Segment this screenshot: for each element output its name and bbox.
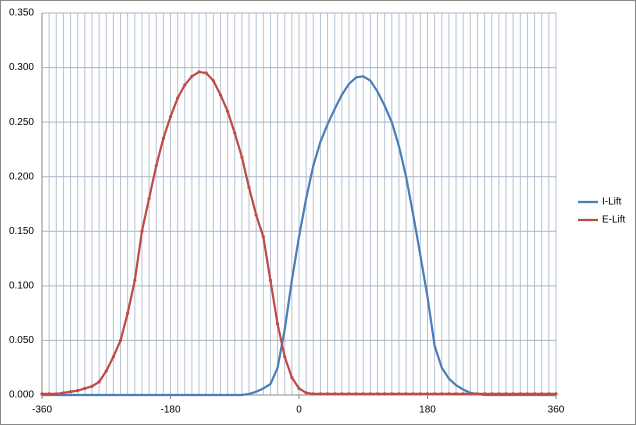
point-marker: [468, 392, 472, 396]
point-marker: [361, 392, 365, 396]
point-marker: [183, 83, 187, 87]
point-marker: [268, 278, 273, 282]
point-marker: [318, 392, 323, 396]
point-marker: [168, 115, 173, 119]
point-marker: [111, 355, 115, 359]
point-marker: [275, 322, 280, 326]
point-marker: [475, 392, 480, 396]
point-marker: [461, 392, 465, 396]
point-marker: [347, 392, 351, 396]
point-marker: [340, 392, 344, 396]
point-marker: [261, 235, 265, 239]
point-marker: [290, 375, 294, 380]
y-tick-label: 0.200: [9, 171, 34, 182]
point-marker: [440, 392, 444, 396]
y-tick-label: 0.250: [9, 117, 34, 128]
point-marker: [411, 392, 415, 396]
point-marker: [447, 392, 451, 396]
point-marker: [54, 392, 58, 396]
point-marker: [140, 229, 144, 233]
point-marker: [190, 74, 194, 78]
point-marker: [97, 380, 101, 384]
point-marker: [554, 392, 558, 396]
point-marker: [354, 392, 358, 396]
point-marker: [161, 136, 165, 141]
x-tick-label: 180: [419, 405, 436, 416]
y-tick-label: 0.150: [9, 226, 34, 237]
point-marker: [540, 392, 544, 396]
point-marker: [454, 392, 458, 396]
point-marker: [397, 392, 401, 396]
point-marker: [76, 389, 80, 393]
point-marker: [483, 392, 487, 396]
point-marker: [40, 392, 44, 396]
legend-label: E-Lift: [602, 215, 626, 226]
point-marker: [254, 213, 258, 217]
x-tick-label: 360: [548, 405, 565, 416]
y-tick-label: 0.300: [9, 62, 34, 73]
point-marker: [375, 392, 380, 396]
point-marker: [197, 70, 201, 74]
point-marker: [176, 96, 180, 100]
point-marker: [383, 392, 387, 396]
legend-label: I-Lift: [602, 197, 622, 208]
point-marker: [304, 391, 308, 395]
point-marker: [118, 338, 123, 343]
point-marker: [283, 355, 287, 359]
point-marker: [147, 196, 151, 201]
point-marker: [104, 369, 108, 373]
point-marker: [90, 384, 94, 388]
point-marker: [504, 392, 508, 396]
point-marker: [425, 392, 430, 396]
point-marker: [511, 392, 515, 396]
point-marker: [68, 390, 73, 394]
point-marker: [154, 164, 158, 168]
point-marker: [490, 392, 494, 396]
point-marker: [133, 278, 137, 282]
x-tick-label: -180: [160, 405, 180, 416]
point-marker: [47, 392, 51, 396]
point-marker: [518, 392, 522, 396]
point-marker: [211, 79, 215, 83]
point-marker: [126, 311, 130, 315]
point-marker: [311, 392, 315, 396]
y-tick-label: 0.350: [9, 8, 34, 19]
y-tick-label: 0.100: [9, 280, 34, 291]
point-marker: [233, 131, 237, 135]
point-marker: [433, 392, 437, 396]
point-marker: [240, 155, 244, 159]
point-marker: [418, 392, 422, 396]
point-marker: [325, 392, 330, 396]
point-marker: [497, 392, 501, 396]
point-marker: [297, 386, 301, 391]
point-marker: [226, 109, 230, 113]
x-tick-label: 0: [296, 405, 302, 416]
point-marker: [547, 392, 551, 396]
point-marker: [525, 392, 530, 396]
point-marker: [390, 392, 394, 396]
x-tick-label: -360: [32, 405, 52, 416]
y-tick-label: 0.000: [9, 390, 34, 401]
point-marker: [368, 392, 372, 396]
y-tick-label: 0.050: [9, 335, 34, 346]
point-marker: [204, 71, 208, 75]
point-marker: [61, 391, 66, 395]
point-marker: [247, 186, 251, 190]
point-marker: [532, 392, 537, 396]
point-marker: [404, 392, 408, 396]
point-marker: [333, 392, 337, 396]
point-marker: [218, 93, 223, 97]
point-marker: [83, 386, 87, 391]
